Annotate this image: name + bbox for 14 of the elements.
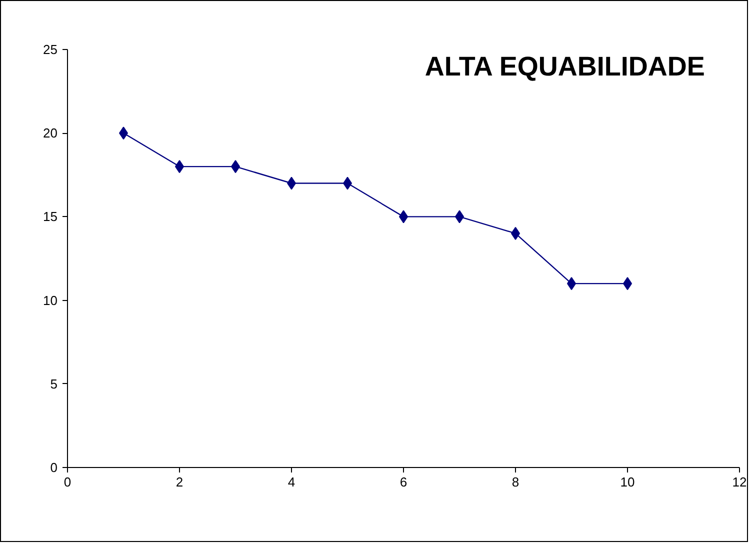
y-tick-label: 5 xyxy=(50,376,58,392)
y-tick-label: 0 xyxy=(50,460,58,475)
x-tick-label: 2 xyxy=(176,474,184,490)
y-tick-label: 20 xyxy=(43,126,58,141)
y-tick-label: 25 xyxy=(43,42,58,57)
x-tick-label: 0 xyxy=(64,474,72,490)
x-tick-label: 8 xyxy=(512,474,520,490)
x-tick-label: 6 xyxy=(400,474,408,490)
y-tick-label: 10 xyxy=(43,292,58,308)
x-tick-label: 12 xyxy=(732,474,747,490)
x-tick-label: 4 xyxy=(288,474,296,490)
x-tick-label: 10 xyxy=(620,474,635,490)
chart-title: ALTA EQUABILIDADE xyxy=(424,52,705,82)
y-tick-label: 15 xyxy=(43,209,58,224)
